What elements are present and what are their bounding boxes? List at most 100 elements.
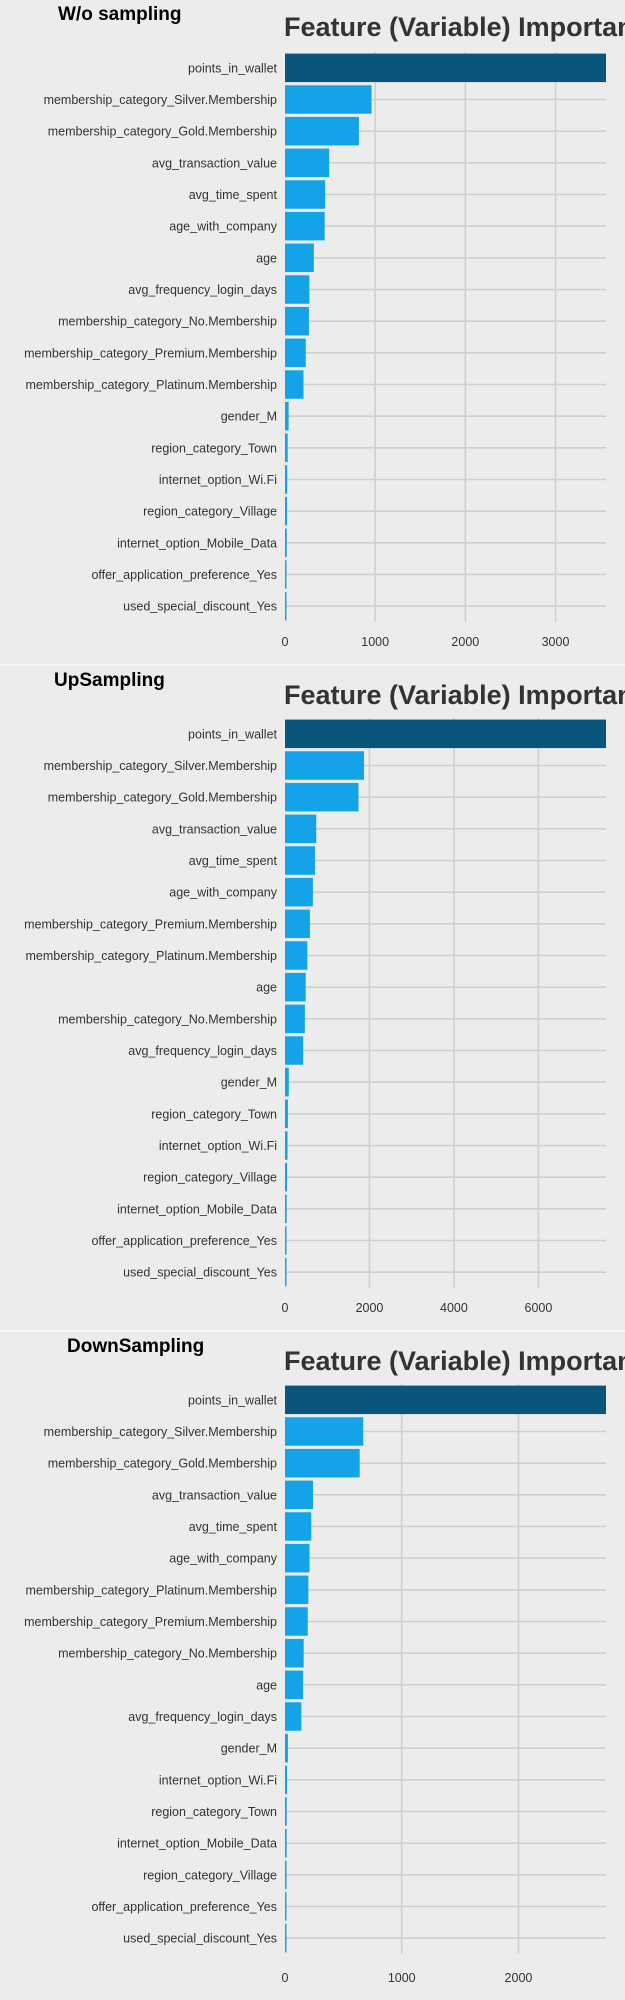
bar-membership_category_Silver.Membership [285,1417,364,1446]
y-tick-label: membership_category_No.Membership [58,1647,277,1661]
x-tick-label: 0 [282,1301,289,1315]
y-tick-label: avg_time_spent [189,854,278,868]
y-tick-label: avg_transaction_value [152,822,277,836]
bar-membership_category_Silver.Membership [285,85,372,114]
bar-region_category_Village [285,496,287,526]
y-tick-label: membership_category_Premium.Membership [24,346,277,360]
bar-avg_frequency_login_days [285,1036,304,1065]
y-tick-label: offer_application_preference_Yes [91,568,277,582]
y-tick-label: internet_option_Mobile_Data [117,536,277,550]
bar-membership_category_Gold.Membership [285,782,359,812]
bar-avg_frequency_login_days [285,1702,302,1731]
bar-age [285,243,314,273]
y-tick-label: membership_category_Gold.Membership [48,125,277,139]
y-tick-label: avg_frequency_login_days [128,1044,277,1058]
bar-internet_option_Mobile_Data [285,528,287,558]
panel-downsampling: DownSampling Feature (Variable) Importan… [0,1332,625,2000]
chart-title: Feature (Variable) Importance [284,12,625,42]
y-tick-label: membership_category_Premium.Membership [24,1615,277,1629]
y-tick-label: avg_transaction_value [152,156,277,170]
bar-used_special_discount_Yes [285,1257,287,1287]
bar-used_special_discount_Yes [285,1923,287,1953]
bar-region_category_Town [285,1099,288,1129]
bar-offer_application_preference_Yes [285,1226,287,1255]
bar-avg_transaction_value [285,148,330,178]
x-tick-label: 4000 [440,1301,468,1315]
y-tick-label: gender_M [221,1742,277,1756]
x-tick-label: 2000 [356,1301,384,1315]
y-tick-label: region_category_Village [143,1171,277,1185]
y-tick-label: membership_category_No.Membership [58,315,277,329]
y-tick-label: region_category_Town [151,441,277,455]
panel-label: W/o sampling [58,4,182,25]
y-tick-label: avg_time_spent [189,1520,278,1534]
bar-membership_category_No.Membership [285,1638,304,1668]
x-tick-label: 2000 [451,635,479,649]
bar-internet_option_Wi.Fi [285,1131,288,1160]
bar-internet_option_Wi.Fi [285,465,288,494]
y-tick-label: membership_category_Silver.Membership [44,93,277,107]
y-tick-label: membership_category_Silver.Membership [44,1425,277,1439]
bar-age_with_company [285,877,313,907]
feature-importance-chart: points_in_wallet membership_category_Silv… [24,718,606,1315]
y-tick-label: membership_category_Silver.Membership [44,759,277,773]
y-tick-label: membership_category_Gold.Membership [48,1457,277,1471]
y-tick-label: internet_option_Wi.Fi [159,1773,277,1787]
y-tick-label: avg_transaction_value [152,1488,277,1502]
y-tick-label: points_in_wallet [188,1393,277,1407]
bar-used_special_discount_Yes [285,591,287,621]
y-tick-label: region_category_Town [151,1805,277,1819]
bar-age_with_company [285,1543,310,1573]
bar-offer_application_preference_Yes [285,560,287,589]
bar-age_with_company [285,211,325,241]
y-tick-label: offer_application_preference_Yes [91,1900,277,1914]
y-tick-label: age [256,981,277,995]
y-tick-label: gender_M [221,410,277,424]
bar-membership_category_No.Membership [285,306,309,336]
x-tick-label: 6000 [525,1301,553,1315]
bar-avg_time_spent [285,1512,312,1541]
y-tick-label: avg_frequency_login_days [128,283,277,297]
bar-membership_category_Gold.Membership [285,1448,360,1478]
y-tick-label: used_special_discount_Yes [123,1266,277,1280]
x-tick-label: 1000 [361,635,389,649]
x-tick-label: 2000 [505,1971,533,1985]
y-tick-label: offer_application_preference_Yes [91,1234,277,1248]
y-tick-label: age [256,251,277,265]
panel-wo-sampling: W/o sampling Feature (Variable) Importan… [0,0,625,664]
bar-points_in_wallet [285,719,606,749]
y-tick-label: region_category_Village [143,505,277,519]
feature-importance-chart: points_in_wallet membership_category_Silv… [24,52,606,649]
bar-age [285,972,306,1002]
y-tick-label: age [256,1678,277,1692]
y-tick-label: points_in_wallet [188,61,277,75]
y-tick-label: region_category_Town [151,1107,277,1121]
panel-divider [0,1330,625,1332]
x-tick-label: 3000 [542,635,570,649]
bar-membership_category_Platinum.Membership [285,370,304,399]
bar-membership_category_Gold.Membership [285,116,359,146]
bar-avg_transaction_value [285,814,317,844]
chart-title: Feature (Variable) Importance [284,680,625,710]
x-tick-label: 0 [282,1971,289,1985]
y-tick-label: region_category_Village [143,1868,277,1882]
bar-avg_time_spent [285,846,315,875]
y-tick-label: gender_M [221,1076,277,1090]
y-tick-label: points_in_wallet [188,727,277,741]
bar-gender_M [285,1733,288,1763]
x-tick-label: 1000 [388,1971,416,1985]
chart-title: Feature (Variable) Importance [284,1346,625,1376]
bar-region_category_Village [285,1860,287,1890]
x-tick-label: 0 [282,635,289,649]
bar-membership_category_Platinum.Membership [285,1575,309,1605]
panel-label: UpSampling [54,670,165,691]
bar-internet_option_Wi.Fi [285,1765,288,1795]
y-tick-label: membership_category_Platinum.Membership [25,949,277,963]
bar-membership_category_Premium.Membership [285,909,310,939]
y-tick-label: membership_category_Premium.Membership [24,917,277,931]
bar-internet_option_Mobile_Data [285,1828,287,1858]
y-tick-label: internet_option_Wi.Fi [159,473,277,487]
bar-membership_category_Premium.Membership [285,338,306,368]
panel-divider [0,664,625,666]
bar-points_in_wallet [285,1385,606,1415]
